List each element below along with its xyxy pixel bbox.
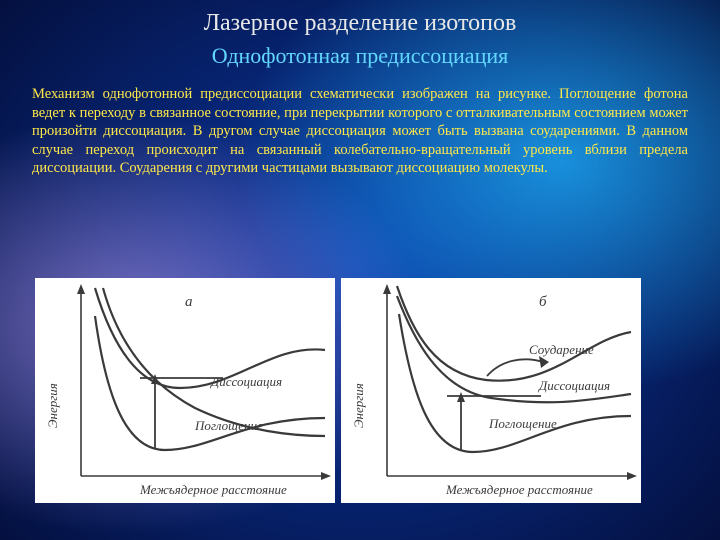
slide-title: Лазерное разделение изотопов: [28, 10, 692, 37]
panel-b-tag: б: [539, 294, 547, 310]
panel-b-y-axis-label: Энергия: [351, 383, 366, 428]
panel-a-tag: а: [185, 294, 193, 310]
panel-b-absorption-label: Поглощение: [488, 416, 557, 431]
panel-b-x-axis-label: Межъядерное расстояние: [445, 482, 593, 497]
panel-a-y-axis-label: Энергия: [45, 383, 60, 428]
figure-panel-a: а Диссоциация Поглощение Межъядерное рас…: [35, 278, 335, 503]
panel-a-dissociation-label: Диссоциация: [209, 374, 282, 389]
panel-a-absorption-label: Поглощение: [194, 418, 263, 433]
figure-panel-b: б Соударение Диссоциация Поглощение Межъ…: [341, 278, 641, 503]
figure-row: а Диссоциация Поглощение Межъядерное рас…: [35, 278, 641, 503]
panel-b-dissociation-label: Диссоциация: [537, 378, 610, 393]
panel-a-x-axis-label: Межъядерное расстояние: [139, 482, 287, 497]
slide-subtitle: Однофотонная предиссоциация: [28, 43, 692, 69]
panel-b-collision-label: Соударение: [529, 342, 594, 357]
panel-a-svg: а Диссоциация Поглощение Межъядерное рас…: [35, 278, 335, 503]
slide-body-text: Механизм однофотонной предиссоциации схе…: [28, 85, 692, 178]
panel-bg: [35, 278, 335, 503]
panel-b-svg: б Соударение Диссоциация Поглощение Межъ…: [341, 278, 641, 503]
slide: Лазерное разделение изотопов Однофотонна…: [0, 0, 720, 540]
